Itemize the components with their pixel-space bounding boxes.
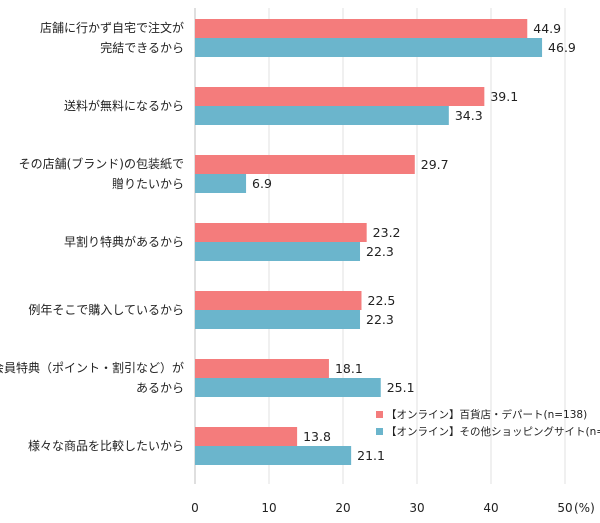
x-tick-label: 20 bbox=[335, 501, 350, 515]
bar-other-shopping-site bbox=[195, 378, 381, 397]
category-label: 例年そこで購入しているから bbox=[28, 303, 184, 317]
bar-other-shopping-site bbox=[195, 446, 351, 465]
bar-department-store bbox=[195, 87, 484, 106]
value-label: 21.1 bbox=[357, 448, 385, 463]
x-tick-label: 0 bbox=[191, 501, 199, 515]
bar-other-shopping-site bbox=[195, 310, 360, 329]
x-tick-label: 10 bbox=[261, 501, 276, 515]
x-tick-label: 40 bbox=[483, 501, 498, 515]
category-label: 早割り特典があるから bbox=[64, 234, 184, 249]
x-tick-label: 50 bbox=[557, 501, 572, 515]
bar-department-store bbox=[195, 19, 527, 38]
bar-department-store bbox=[195, 427, 297, 446]
value-label: 44.9 bbox=[533, 21, 561, 36]
bar-other-shopping-site bbox=[195, 38, 542, 57]
bar-department-store bbox=[195, 223, 367, 242]
value-label: 46.9 bbox=[548, 40, 576, 55]
bar-other-shopping-site bbox=[195, 242, 360, 261]
value-label: 22.5 bbox=[368, 293, 396, 308]
category-label: 様々な商品を比較したいから bbox=[28, 438, 184, 453]
bar-other-shopping-site bbox=[195, 174, 246, 193]
category-label: 店舗に行かず自宅で注文が bbox=[40, 20, 184, 35]
x-axis: 0 10 20 30 40 50 (%) bbox=[191, 501, 595, 515]
x-unit-label: (%) bbox=[574, 501, 595, 515]
bar-department-store bbox=[195, 155, 415, 174]
category-label: 完結できるから bbox=[100, 40, 184, 55]
legend-label: 【オンライン】百貨店・デパート(n=138) bbox=[386, 408, 587, 421]
bars: 44.9 46.9 39.1 34.3 29.7 6.9 23.2 22.3 22.5 22.3 1… bbox=[195, 19, 576, 465]
legend-swatch bbox=[376, 428, 383, 435]
bar-department-store bbox=[195, 359, 329, 378]
category-label: あるから bbox=[136, 381, 184, 395]
bar-other-shopping-site bbox=[195, 106, 449, 125]
value-label: 23.2 bbox=[373, 225, 401, 240]
legend-swatch bbox=[376, 411, 383, 418]
category-label: その店舗(ブランド)の包装紙で bbox=[19, 156, 184, 171]
bar-department-store bbox=[195, 291, 362, 310]
category-label: 送料が無料になるから bbox=[64, 98, 184, 113]
value-label: 18.1 bbox=[335, 361, 363, 376]
legend-label: 【オンライン】その他ショッピングサイト(n=175) bbox=[386, 425, 600, 438]
value-label: 39.1 bbox=[490, 89, 518, 104]
value-label: 6.9 bbox=[252, 176, 272, 191]
value-label: 29.7 bbox=[421, 157, 449, 172]
value-label: 22.3 bbox=[366, 312, 394, 327]
value-label: 25.1 bbox=[387, 380, 415, 395]
category-label: 贈りたいから bbox=[112, 176, 184, 191]
value-label: 22.3 bbox=[366, 244, 394, 259]
category-label: 会員特典（ポイント・割引など）が bbox=[0, 360, 184, 375]
legend: 【オンライン】百貨店・デパート(n=138) 【オンライン】その他ショッピングサイ… bbox=[376, 408, 600, 438]
value-label: 13.8 bbox=[303, 429, 331, 444]
x-tick-label: 30 bbox=[409, 501, 424, 515]
category-labels: 店舗に行かず自宅で注文が完結できるから送料が無料になるからその店舗(ブランド)の… bbox=[0, 20, 184, 453]
value-label: 34.3 bbox=[455, 108, 483, 123]
